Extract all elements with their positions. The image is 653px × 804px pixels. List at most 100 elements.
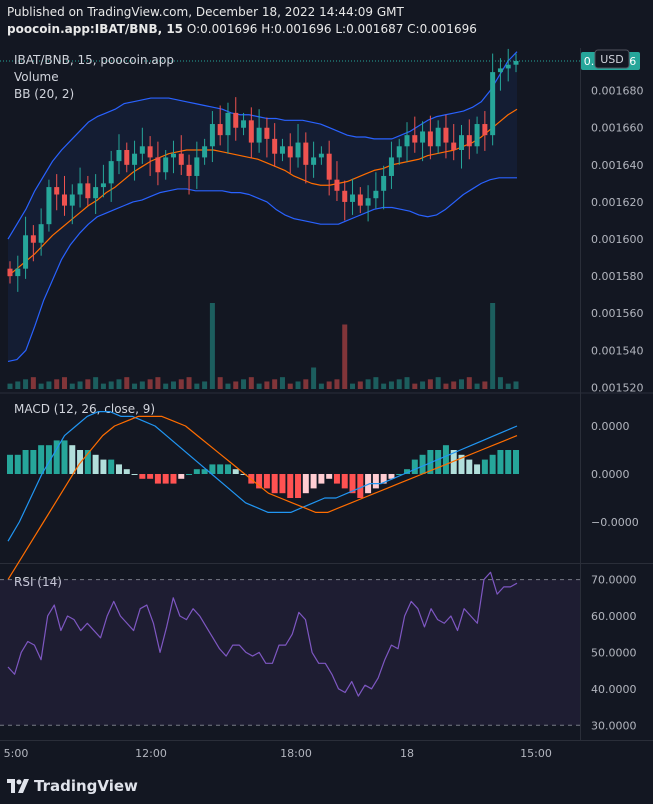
tradingview-wordmark: TradingView [34,777,138,795]
candle-body [326,153,332,180]
candle-body [303,142,309,165]
macd-histogram-bar [489,454,496,474]
price-tick-label: 0.001600 [591,233,644,246]
rsi-tick-label: 70.0000 [591,574,637,587]
macd-histogram-bar [108,459,115,474]
volume-bar [225,383,231,389]
candle-body [287,146,293,158]
volume-bar [202,381,208,389]
macd-histogram-bar [396,474,403,475]
candle-body [451,142,457,150]
volume-bar [334,379,340,389]
candle-body [272,138,278,154]
macd-histogram-bar [178,474,185,479]
ohlc-text: O:0.001696 H:0.001696 L:0.001687 C:0.001… [186,22,477,36]
macd-histogram-bar [349,474,356,494]
macd-histogram-bar [404,469,411,474]
volume-bar [170,381,176,389]
volume-bar [295,381,301,389]
macd-histogram-bar [497,450,504,474]
candle-body [217,124,223,136]
volume-bar [155,377,161,389]
macd-histogram-bar [513,450,519,474]
candle-body [108,161,114,184]
macd-histogram-bar [365,474,372,494]
rsi-tick-label: 30.0000 [591,719,637,732]
volume-bar [209,303,215,389]
candle-body [23,235,29,269]
volume-bar [427,379,433,389]
macd-histogram-bar [256,474,263,489]
macd-histogram-bar [505,450,512,474]
macd-histogram-bar [450,450,457,474]
macd-histogram-bar [419,454,426,474]
candle-body [124,149,130,165]
candle-body [482,124,488,136]
macd-histogram-bar [30,450,37,474]
volume-bar [388,381,394,389]
macd-histogram-bar [61,440,68,474]
time-tick-label: 12:00 [135,747,167,760]
macd-histogram-bar [279,474,286,494]
candle-body [334,179,340,191]
candle-body [132,153,138,165]
time-tick-label: 18:00 [280,747,312,760]
volume-bar [217,377,223,389]
candle-body [459,135,465,150]
volume-bar [373,377,379,389]
macd-histogram-bar [287,474,294,498]
macd-histogram-bar [7,454,13,474]
symbol-ohlc-line: poocoin.app:IBAT/BNB, 15 O:0.001696 H:0.… [7,22,477,36]
candle-body [311,157,317,165]
macd-histogram-bar [224,464,231,474]
macd-tick-label: 0.0000 [591,420,630,433]
volume-bar [85,379,91,389]
macd-histogram-bar [341,474,348,489]
macd-histogram-bar [427,450,434,474]
macd-histogram-bar [147,474,154,479]
volume-bar [139,381,145,389]
volume-bar [77,381,83,389]
macd-histogram-bar [201,469,208,474]
macd-histogram-bar [263,474,270,489]
macd-histogram-bar [14,454,21,474]
candle-body [77,183,83,195]
candle-body [170,153,176,158]
candle-body [513,60,519,65]
candle-body [85,183,91,199]
price-tick-label: 0.001520 [591,381,644,394]
candle-body [178,153,184,165]
candle-body [30,235,36,243]
rsi-line [7,571,518,697]
candle-body [435,127,441,147]
legend-volume: Volume [14,70,59,84]
volume-bar [100,383,106,389]
rsi-band-fill [0,579,580,726]
macd-histogram-bar [77,450,84,474]
signal-line [7,415,518,580]
candle-body [318,153,324,158]
macd-histogram-bar [170,474,177,484]
candle-body [100,183,106,188]
bb-basis-line [7,108,518,277]
volume-bar [264,381,270,389]
candle-body [163,157,169,173]
macd-histogram-bar [115,464,122,474]
rsi-tick-label: 60.0000 [591,610,637,623]
currency-button[interactable] [594,49,630,69]
volume-bar [451,381,457,389]
price-tick-label: 0.001620 [591,196,644,209]
volume-bar [381,383,387,389]
volume-bar [38,383,44,389]
macd-histogram-bar [333,474,340,484]
candle-body [365,198,371,206]
volume-bar [412,383,418,389]
volume-bar [311,367,317,389]
candle-body [209,124,215,147]
candle-body [466,135,472,147]
macd-histogram-bar [411,459,418,474]
candle-body [474,124,480,147]
macd-histogram-bar [53,440,60,474]
macd-tick-label: 0.0000 [591,468,630,481]
